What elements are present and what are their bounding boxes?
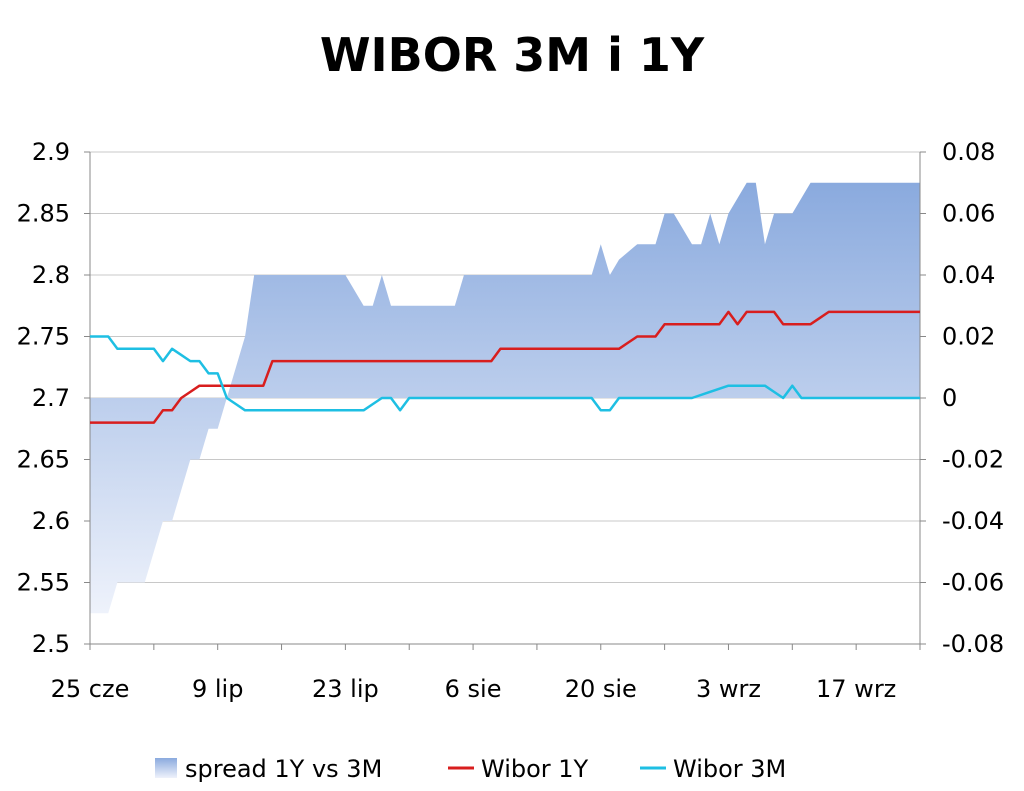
y-right-tick-label: -0.06 — [942, 569, 1004, 597]
y-left-tick-label: 2.6 — [32, 507, 70, 535]
y-right-tick-label: -0.08 — [942, 630, 1004, 658]
y-left-tick-label: 2.8 — [32, 261, 70, 289]
x-tick-label: 9 lip — [192, 675, 243, 703]
axes — [84, 151, 926, 650]
y-right-tick-label: 0.08 — [942, 138, 995, 166]
tick-labels: 2.5 -0.08 2.55 -0.06 2.6 -0.04 2.65 -0.02 2.7 0 2.… — [17, 138, 1005, 703]
y-right-tick-label: 0.06 — [942, 200, 995, 228]
y-right-tick-label: -0.02 — [942, 446, 1004, 474]
legend: spread 1Y vs 3M Wibor 1Y Wibor 3M — [155, 755, 786, 783]
y-left-tick-label: 2.5 — [32, 630, 70, 658]
x-tick-label: 23 lip — [312, 675, 379, 703]
x-tick-label: 20 sie — [565, 675, 637, 703]
y-right-tick-label: 0 — [942, 384, 957, 412]
legend-label-wibor-3m: Wibor 3M — [673, 755, 786, 783]
y-left-tick-label: 2.85 — [17, 200, 70, 228]
x-tick-label: 6 sie — [445, 675, 502, 703]
x-tick-label: 3 wrz — [696, 675, 761, 703]
y-right-tick-label: -0.04 — [942, 507, 1004, 535]
y-right-tick-label: 0.02 — [942, 323, 995, 351]
chart-title: WIBOR 3M i 1Y — [319, 28, 705, 82]
legend-label-spread-1y-vs-3m: spread 1Y vs 3M — [185, 755, 382, 783]
x-tick-label: 17 wrz — [816, 675, 896, 703]
y-left-tick-label: 2.9 — [32, 138, 70, 166]
y-left-tick-label: 2.55 — [17, 569, 70, 597]
line-series-layer — [90, 310, 920, 424]
y-left-tick-label: 2.75 — [17, 323, 70, 351]
series-line-wibor-3m — [90, 335, 920, 412]
series-line-wibor-1y — [90, 310, 920, 424]
x-tick-label: 25 cze — [51, 675, 130, 703]
y-left-tick-label: 2.7 — [32, 384, 70, 412]
legend-label-wibor-1y: Wibor 1Y — [481, 755, 589, 783]
y-right-tick-label: 0.04 — [942, 261, 995, 289]
legend-swatch-spread-1y-vs-3m — [155, 758, 177, 778]
y-left-tick-label: 2.65 — [17, 446, 70, 474]
